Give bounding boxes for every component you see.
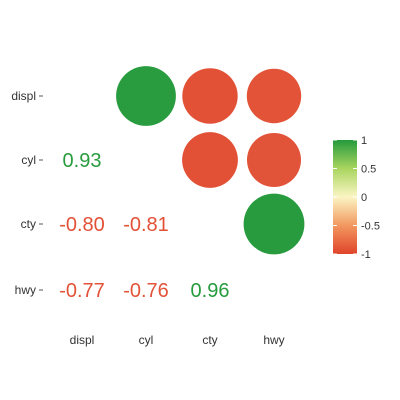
value-label-hwy-cty: 0.96: [191, 280, 230, 302]
legend-tick-label: 0: [361, 192, 367, 204]
x-axis: displ cyl cty hwy: [70, 333, 285, 347]
circle-marks: [116, 66, 305, 255]
color-legend: 1 0.5 0 -0.5 -1: [333, 135, 380, 261]
circle-cyl-hwy: [247, 133, 301, 187]
value-labels: 0.93 -0.80 -0.81 -0.77 -0.76 0.96: [59, 150, 229, 302]
value-label-cty-cyl: -0.81: [123, 214, 169, 236]
x-tick-label-hwy: hwy: [263, 333, 284, 347]
value-label-hwy-cyl: -0.76: [123, 280, 169, 302]
circle-displ-cyl: [116, 66, 176, 126]
circle-displ-cty: [182, 68, 238, 124]
x-tick-label-cyl: cyl: [139, 333, 154, 347]
value-label-cyl-displ: 0.93: [63, 150, 102, 172]
circle-displ-hwy: [246, 68, 302, 124]
value-label-hwy-displ: -0.77: [59, 280, 105, 302]
legend-tick-label: 0.5: [361, 164, 376, 176]
legend-ticks: 1 0.5 0 -0.5 -1: [333, 135, 380, 261]
y-tick-label-hwy: hwy: [15, 283, 36, 297]
legend-tick-label: -0.5: [361, 221, 380, 233]
y-tick-label-displ: displ: [11, 89, 36, 103]
legend-tick-label: 1: [361, 135, 367, 147]
x-tick-label-cty: cty: [202, 333, 217, 347]
circle-cyl-cty: [182, 132, 238, 188]
circle-cty-hwy: [243, 193, 305, 255]
y-axis: displ cyl cty hwy: [11, 89, 43, 297]
legend-tick-label: -1: [361, 249, 371, 261]
y-tick-label-cty: cty: [21, 217, 36, 231]
y-tick-label-cyl: cyl: [21, 153, 36, 167]
value-label-cty-displ: -0.80: [59, 214, 105, 236]
x-tick-label-displ: displ: [70, 333, 95, 347]
